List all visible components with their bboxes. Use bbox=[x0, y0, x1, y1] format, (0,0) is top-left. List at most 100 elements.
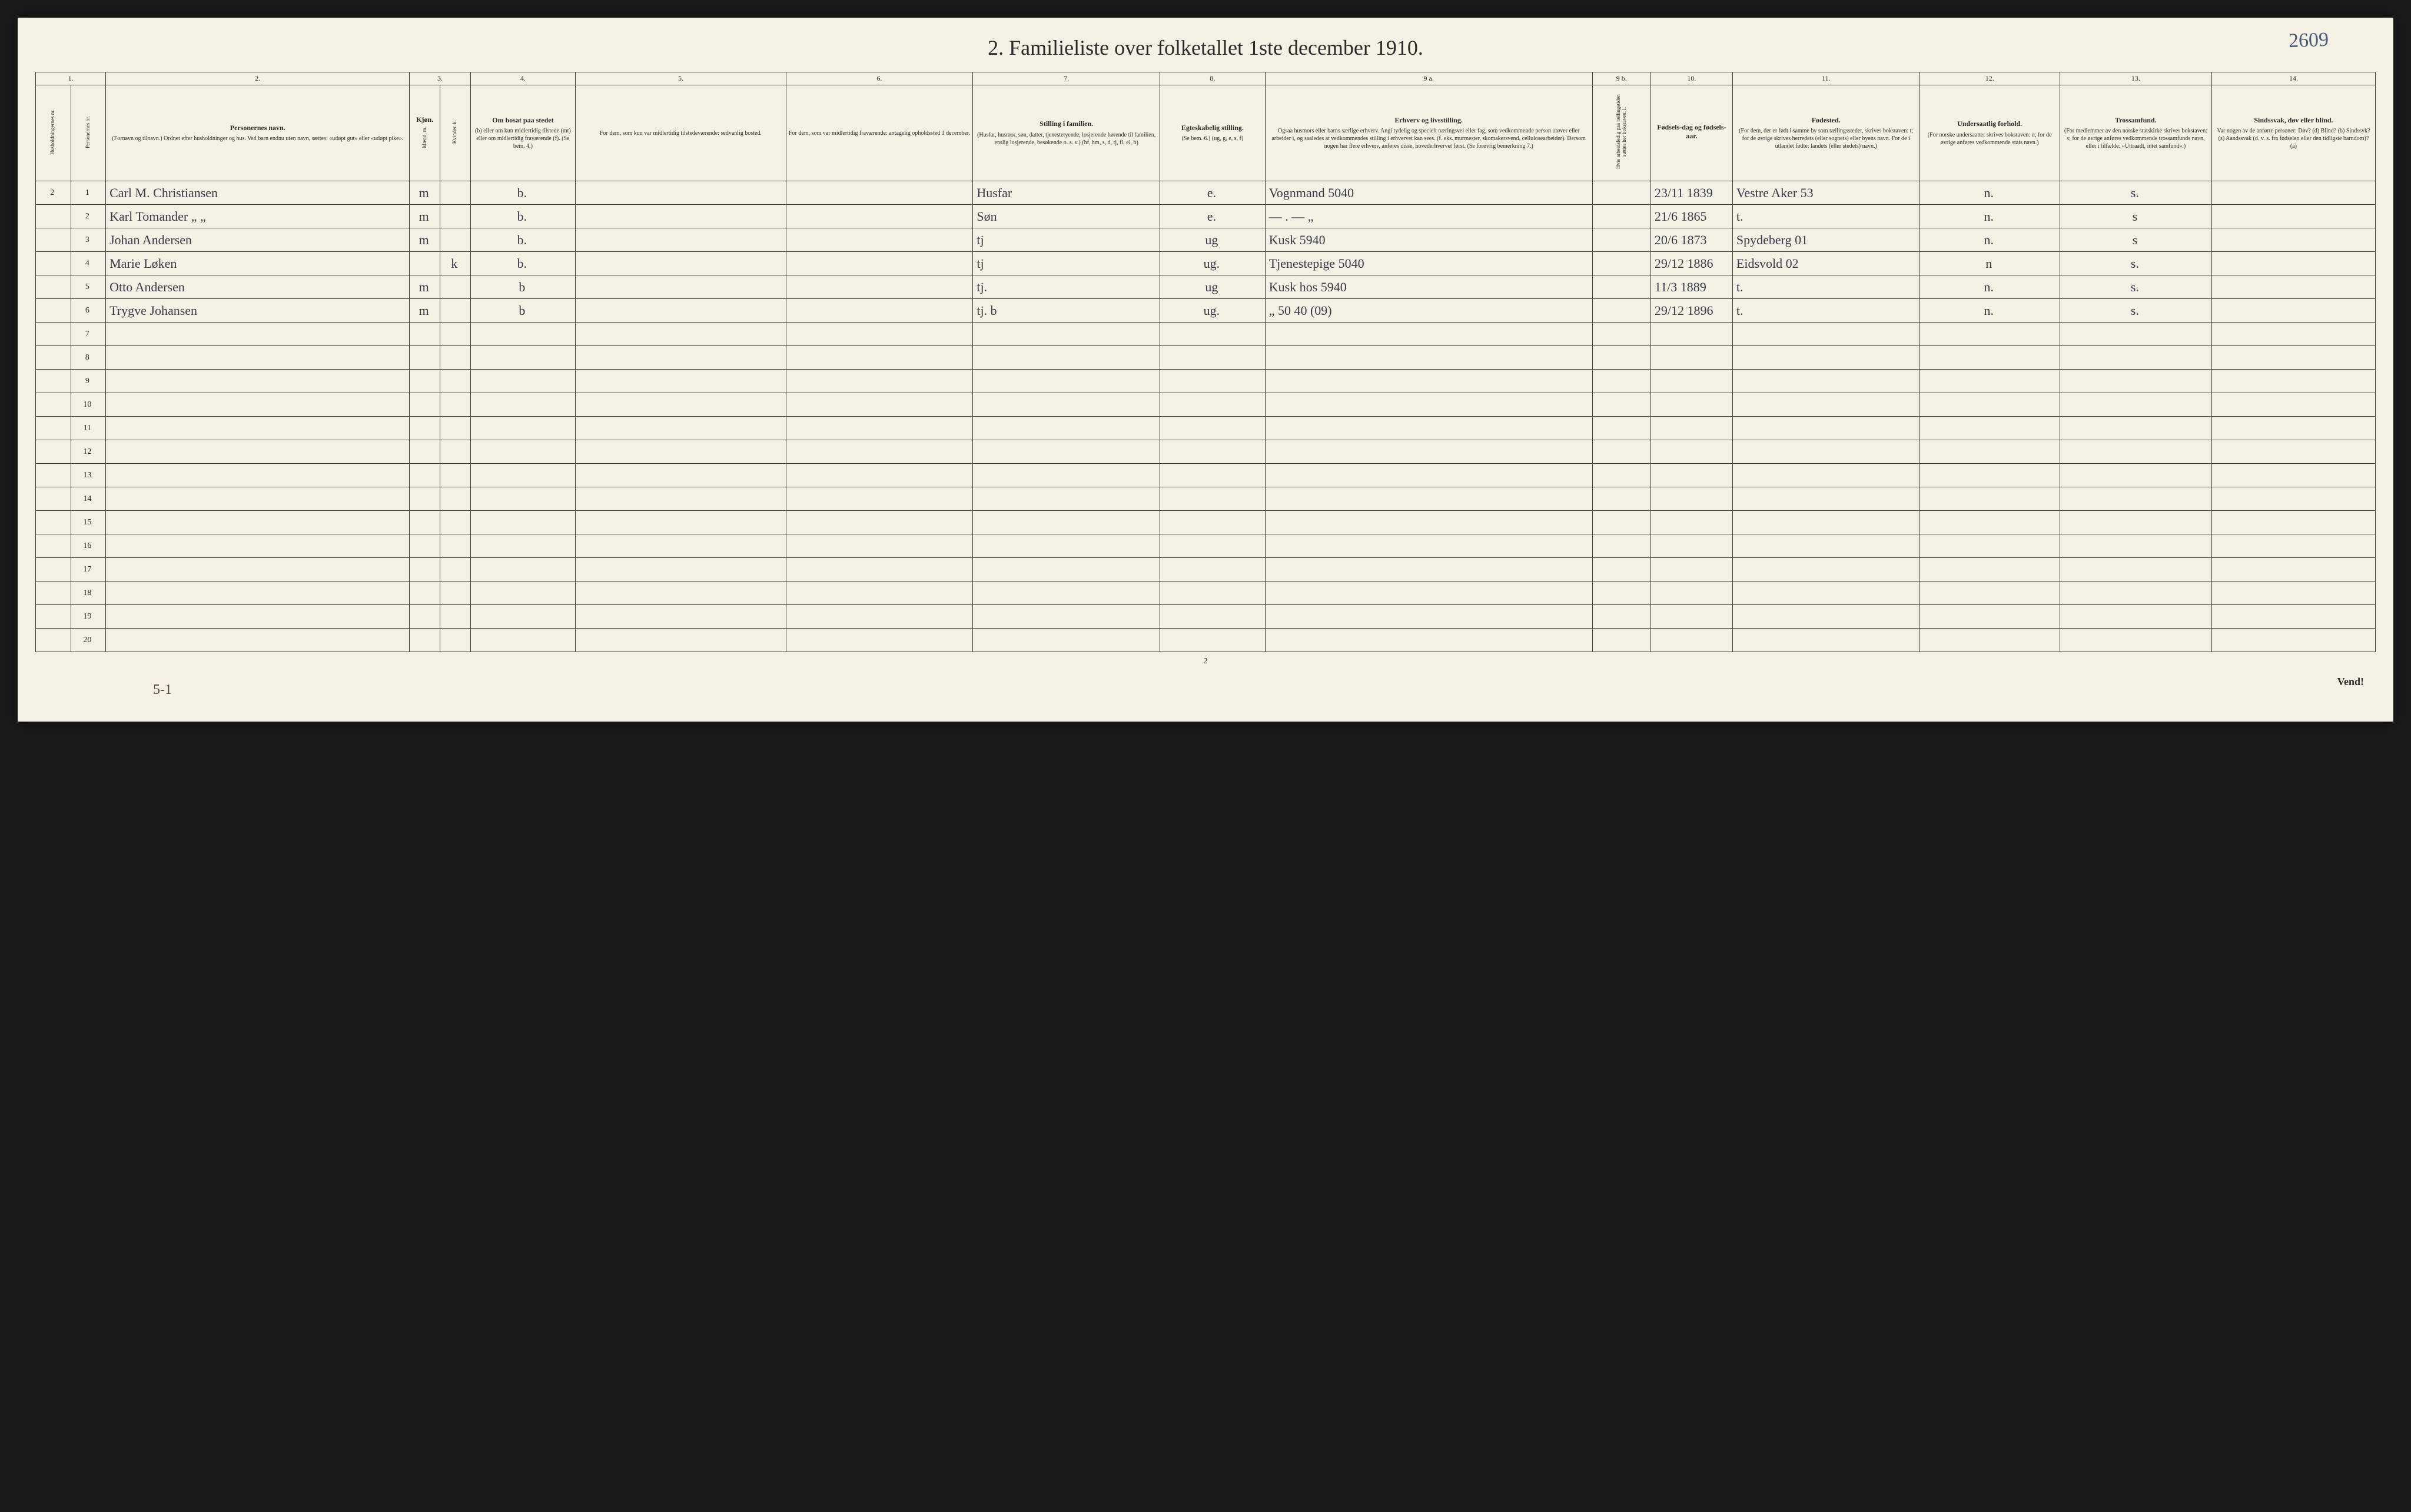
cell-sex-k bbox=[440, 440, 470, 464]
cell-occupation bbox=[1265, 464, 1592, 487]
cell-sex-k bbox=[440, 487, 470, 511]
cell-name: Carl M. Christiansen bbox=[106, 181, 410, 205]
cell-person-no: 14 bbox=[71, 487, 106, 511]
col-header-temp-absent: For dem, som var midlertidig fraværende:… bbox=[786, 85, 973, 181]
cell-temp-absent bbox=[786, 558, 973, 581]
cell-person-no: 16 bbox=[71, 534, 106, 558]
cell-religion bbox=[2060, 534, 2211, 558]
cell-person-no: 12 bbox=[71, 440, 106, 464]
cell-name: Johan Andersen bbox=[106, 228, 410, 252]
cell-sex-m: m bbox=[410, 275, 440, 299]
cell-occupation bbox=[1265, 511, 1592, 534]
cell-name bbox=[106, 393, 410, 417]
cell-family-position bbox=[973, 558, 1160, 581]
cell-occupation bbox=[1265, 534, 1592, 558]
cell-household-no bbox=[36, 393, 71, 417]
col-header-temp-present: For dem, som kun var midlertidig tilsted… bbox=[576, 85, 786, 181]
cell-birthplace: t. bbox=[1732, 299, 1919, 323]
cell-dob bbox=[1650, 393, 1732, 417]
cell-person-no: 11 bbox=[71, 417, 106, 440]
cell-unemployed bbox=[1592, 346, 1650, 370]
table-row: 5Otto Andersenmbtj.ugKusk hos 594011/3 1… bbox=[36, 275, 2376, 299]
cell-residence bbox=[470, 417, 576, 440]
cell-dob: 29/12 1886 bbox=[1650, 252, 1732, 275]
table-row: 15 bbox=[36, 511, 2376, 534]
cell-unemployed bbox=[1592, 605, 1650, 629]
cell-sex-k bbox=[440, 299, 470, 323]
cell-unemployed bbox=[1592, 629, 1650, 652]
cell-sex-k bbox=[440, 181, 470, 205]
cell-sex-m bbox=[410, 417, 440, 440]
col-header-occupation: Erhverv og livsstilling. Ogsaa husmors e… bbox=[1265, 85, 1592, 181]
col-header-dob: Fødsels-dag og fødsels-aar. bbox=[1650, 85, 1732, 181]
table-row: 19 bbox=[36, 605, 2376, 629]
cell-temp-present bbox=[576, 558, 786, 581]
cell-marital bbox=[1160, 440, 1266, 464]
cell-nationality bbox=[1919, 346, 2060, 370]
cell-household-no bbox=[36, 370, 71, 393]
cell-unemployed bbox=[1592, 299, 1650, 323]
cell-sex-m bbox=[410, 487, 440, 511]
cell-birthplace bbox=[1732, 581, 1919, 605]
document-title: 2. Familieliste over folketallet 1ste de… bbox=[988, 36, 1423, 59]
table-row: 18 bbox=[36, 581, 2376, 605]
cell-dob: 23/11 1839 bbox=[1650, 181, 1732, 205]
cell-unemployed bbox=[1592, 558, 1650, 581]
cell-dob: 20/6 1873 bbox=[1650, 228, 1732, 252]
cell-temp-absent bbox=[786, 181, 973, 205]
cell-name bbox=[106, 605, 410, 629]
cell-name bbox=[106, 370, 410, 393]
cell-birthplace: t. bbox=[1732, 275, 1919, 299]
cell-occupation: Kusk 5940 bbox=[1265, 228, 1592, 252]
cell-unemployed bbox=[1592, 275, 1650, 299]
cell-household-no bbox=[36, 346, 71, 370]
col-header-religion: Trossamfund. (For medlemmer av den norsk… bbox=[2060, 85, 2211, 181]
colnum: 4. bbox=[470, 72, 576, 85]
colnum: 1. bbox=[36, 72, 106, 85]
cell-temp-absent bbox=[786, 511, 973, 534]
cell-sex-m: m bbox=[410, 181, 440, 205]
cell-unemployed bbox=[1592, 181, 1650, 205]
cell-sex-k bbox=[440, 629, 470, 652]
cell-sex-k bbox=[440, 581, 470, 605]
cell-temp-present bbox=[576, 205, 786, 228]
cell-name bbox=[106, 487, 410, 511]
cell-household-no bbox=[36, 534, 71, 558]
cell-disability bbox=[2211, 464, 2375, 487]
cell-sex-k bbox=[440, 275, 470, 299]
col-header-disability: Sindssvak, døv eller blind. Var nogen av… bbox=[2211, 85, 2375, 181]
cell-disability bbox=[2211, 323, 2375, 346]
cell-religion bbox=[2060, 558, 2211, 581]
cell-household-no bbox=[36, 323, 71, 346]
cell-unemployed bbox=[1592, 581, 1650, 605]
cell-marital bbox=[1160, 393, 1266, 417]
cell-disability bbox=[2211, 534, 2375, 558]
cell-name bbox=[106, 629, 410, 652]
cell-disability bbox=[2211, 487, 2375, 511]
cell-dob bbox=[1650, 534, 1732, 558]
bottom-annotation: 5-1 bbox=[153, 682, 2376, 698]
cell-dob bbox=[1650, 581, 1732, 605]
cell-temp-absent bbox=[786, 299, 973, 323]
cell-residence bbox=[470, 370, 576, 393]
cell-disability bbox=[2211, 275, 2375, 299]
colnum: 11. bbox=[1732, 72, 1919, 85]
cell-family-position bbox=[973, 605, 1160, 629]
cell-marital bbox=[1160, 417, 1266, 440]
cell-birthplace: Vestre Aker 53 bbox=[1732, 181, 1919, 205]
cell-sex-k: k bbox=[440, 252, 470, 275]
cell-disability bbox=[2211, 511, 2375, 534]
cell-marital: ug bbox=[1160, 275, 1266, 299]
col-header-person-no: Personernes nr. bbox=[71, 85, 106, 181]
cell-person-no: 13 bbox=[71, 464, 106, 487]
cell-temp-absent bbox=[786, 393, 973, 417]
cell-temp-absent bbox=[786, 252, 973, 275]
cell-temp-present bbox=[576, 581, 786, 605]
col-header-sex-m: Kjøn. Mænd. m. bbox=[410, 85, 440, 181]
cell-religion bbox=[2060, 346, 2211, 370]
cell-household-no bbox=[36, 417, 71, 440]
cell-unemployed bbox=[1592, 511, 1650, 534]
colnum: 8. bbox=[1160, 72, 1266, 85]
cell-disability bbox=[2211, 629, 2375, 652]
cell-birthplace bbox=[1732, 323, 1919, 346]
